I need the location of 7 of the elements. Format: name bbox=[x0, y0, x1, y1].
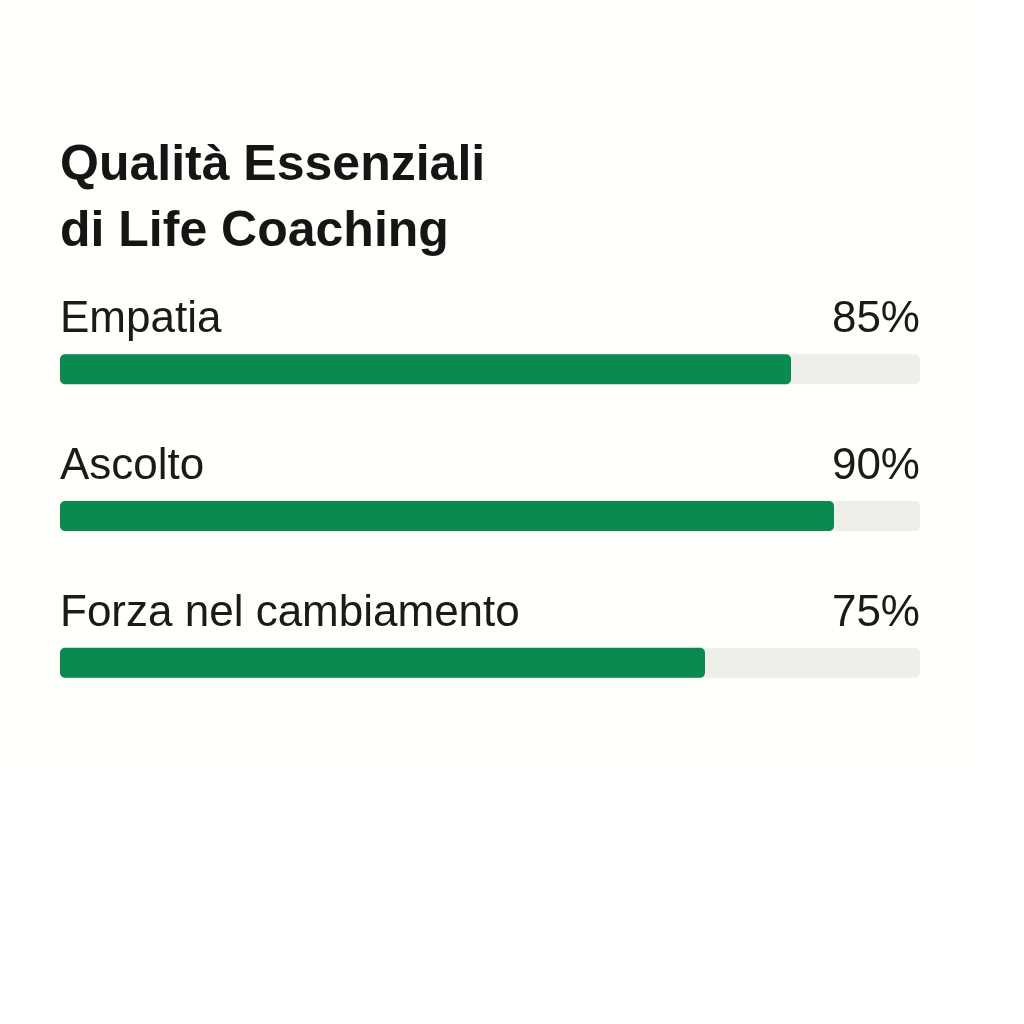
chart-title: Qualità Essenziali di Life Coaching bbox=[60, 135, 486, 257]
data-label: 90% bbox=[831, 439, 920, 488]
data-label: 85% bbox=[831, 292, 920, 342]
data-label: 75% bbox=[831, 585, 920, 635]
y-tick-label: Ascolto bbox=[60, 439, 205, 488]
y-tick-label: Empatia bbox=[60, 292, 222, 342]
y-tick-label: Forza nel cambiamento bbox=[60, 585, 520, 635]
